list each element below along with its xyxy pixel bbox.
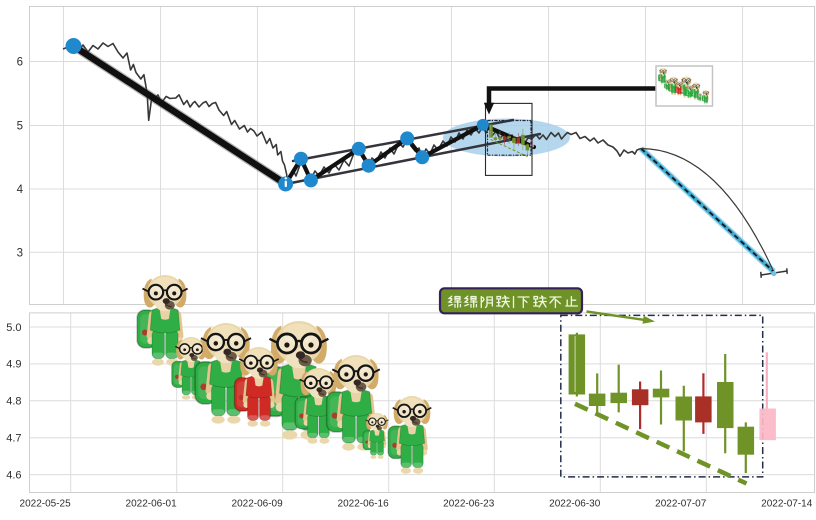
svg-text:4.8: 4.8 [6, 396, 21, 408]
svg-text:3: 3 [17, 247, 23, 259]
svg-text:2022-06-23: 2022-06-23 [443, 499, 495, 510]
svg-text:2022-07-14: 2022-07-14 [761, 499, 813, 510]
svg-text:2022-06-30: 2022-06-30 [549, 499, 601, 510]
svg-text:4.9: 4.9 [6, 359, 21, 371]
svg-text:2022-06-16: 2022-06-16 [338, 499, 390, 510]
svg-text:2022-07-07: 2022-07-07 [655, 499, 707, 510]
svg-text:2022-05-25: 2022-05-25 [20, 499, 72, 510]
svg-text:6: 6 [17, 57, 23, 69]
svg-text:2022-06-01: 2022-06-01 [126, 499, 178, 510]
svg-text:2022-06-09: 2022-06-09 [232, 499, 284, 510]
svg-text:4: 4 [17, 184, 24, 196]
svg-text:4.6: 4.6 [6, 469, 21, 481]
svg-text:4.7: 4.7 [6, 433, 21, 445]
svg-text:5.0: 5.0 [6, 322, 21, 334]
svg-text:5: 5 [17, 121, 23, 133]
